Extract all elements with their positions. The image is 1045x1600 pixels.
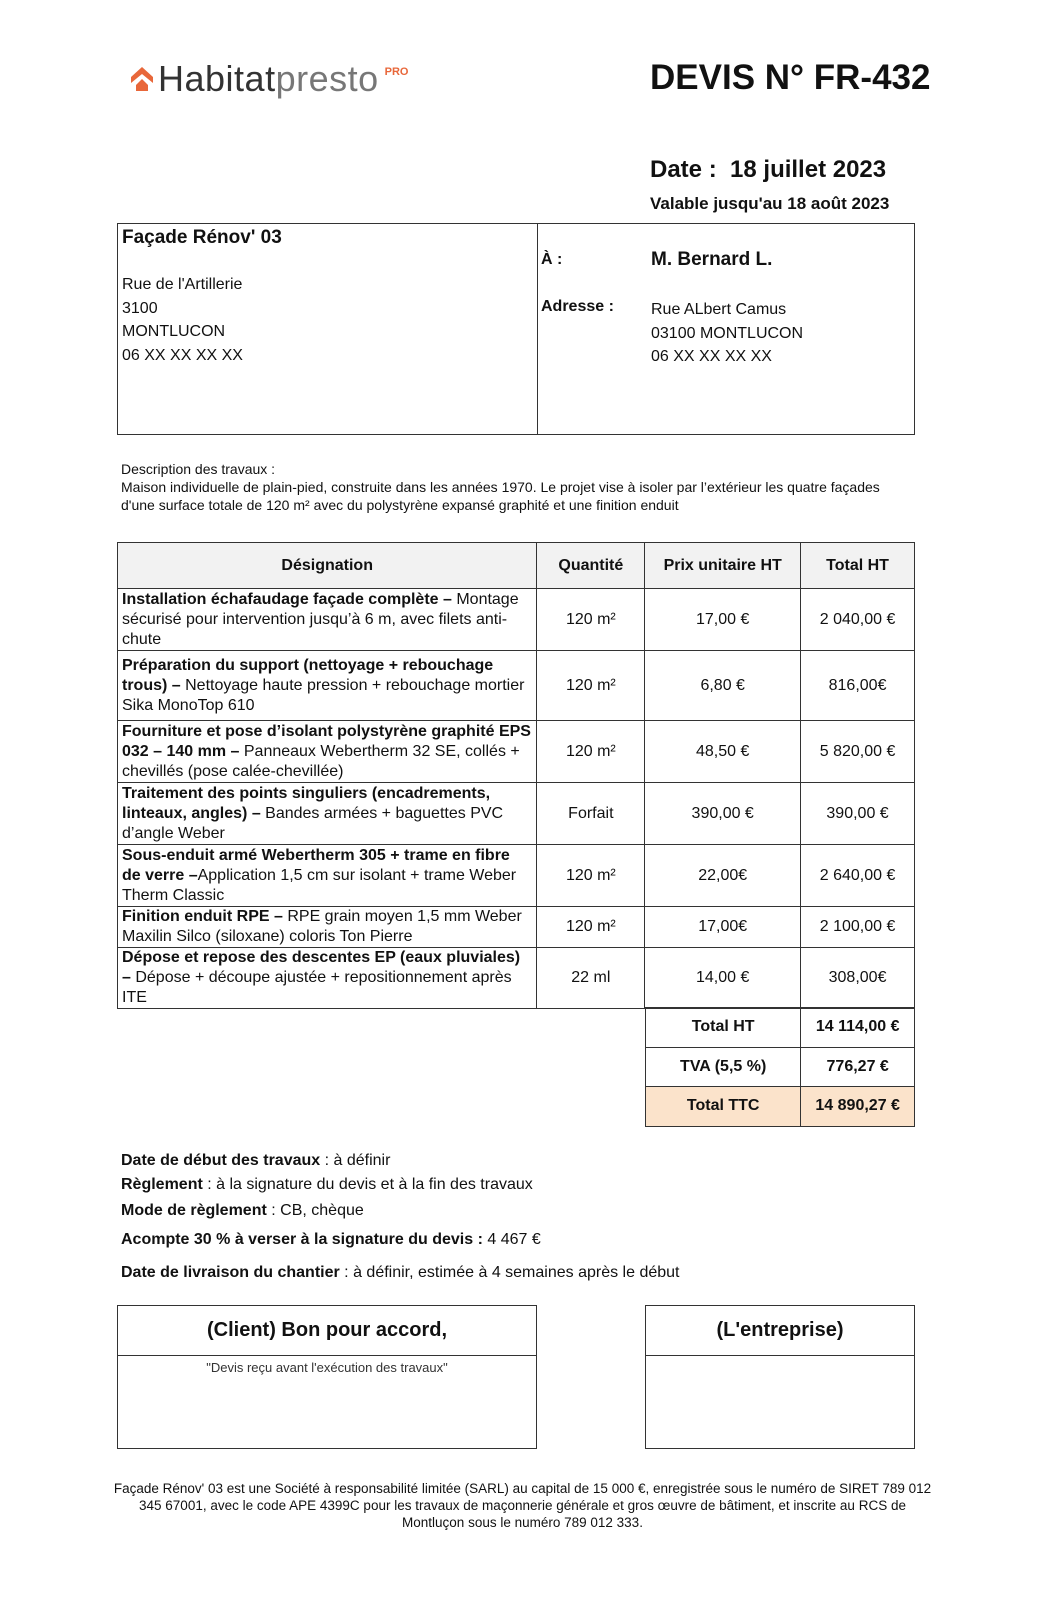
address-label: Adresse : bbox=[541, 298, 614, 315]
item-total: 2 100,00 € bbox=[800, 906, 915, 948]
term-payment: Règlement : à la signature du devis et à… bbox=[121, 1176, 533, 1193]
company-line: MONTLUCON bbox=[122, 323, 226, 340]
logo-text-presto: presto bbox=[275, 58, 379, 99]
item-unit-price: 6,80 € bbox=[644, 650, 802, 721]
item-unit-price: 390,00 € bbox=[644, 782, 802, 845]
header-total: Total HT bbox=[800, 542, 915, 589]
term-start-date: Date de début des travaux : à définir bbox=[121, 1152, 391, 1169]
company-line: Rue de l'Artillerie bbox=[122, 276, 243, 293]
table-row: Traitement des points singuliers (encadr… bbox=[116, 782, 915, 845]
client-signature-title: (Client) Bon pour accord, bbox=[118, 1306, 536, 1356]
item-quantity: Forfait bbox=[536, 782, 646, 845]
client-address: Rue ALbert Camus 03100 MONTLUCON 06 XX X… bbox=[651, 298, 803, 369]
company-name: Façade Rénov' 03 bbox=[122, 227, 282, 248]
logo-pro: PRO bbox=[384, 66, 409, 78]
item-total: 5 820,00 € bbox=[800, 720, 915, 783]
item-total: 308,00€ bbox=[800, 947, 915, 1009]
total-ht-label: Total HT bbox=[644, 1007, 802, 1048]
total-ht-value: 14 114,00 € bbox=[800, 1007, 915, 1048]
quote-date: Date : 18 juillet 2023 bbox=[650, 156, 886, 184]
validity: Valable jusqu'au 18 août 2023 bbox=[650, 194, 890, 213]
item-designation: Dépose et repose des descentes EP (eaux … bbox=[116, 947, 538, 1009]
legal-footer: Façade Rénov' 03 est une Société à respo… bbox=[113, 1481, 932, 1530]
total-ttc-label: Total TTC bbox=[644, 1086, 802, 1127]
client-signature-box[interactable]: (Client) Bon pour accord, "Devis reçu av… bbox=[117, 1305, 537, 1449]
table-row: Installation échafaudage façade complète… bbox=[116, 588, 915, 651]
table-row: Sous-enduit armé Webertherm 305 + trame … bbox=[116, 844, 915, 907]
client-line: 06 XX XX XX XX bbox=[651, 348, 772, 365]
item-unit-price: 22,00€ bbox=[644, 844, 802, 907]
habitatpresto-logo: Habitat presto PRO bbox=[130, 58, 408, 100]
client-line: 03100 MONTLUCON bbox=[651, 324, 804, 342]
item-total: 390,00 € bbox=[800, 782, 915, 845]
client-line: Rue ALbert Camus bbox=[651, 301, 787, 318]
logo-text-habitat: Habitat bbox=[158, 58, 276, 99]
item-quantity: 120 m² bbox=[536, 906, 646, 948]
description-label: Description des travaux : bbox=[121, 461, 276, 477]
tva-label: TVA (5,5 %) bbox=[644, 1046, 802, 1087]
client-block: À : M. Bernard L. Adresse : Rue ALbert C… bbox=[538, 224, 914, 434]
item-total: 2 640,00 € bbox=[800, 844, 915, 907]
item-designation: Préparation du support (nettoyage + rebo… bbox=[116, 650, 538, 721]
table-row: Fourniture et pose d’isolant polystyrène… bbox=[116, 720, 915, 783]
items-table: Désignation Quantité Prix unitaire HT To… bbox=[116, 542, 915, 1009]
header-designation: Désignation bbox=[116, 542, 538, 589]
item-quantity: 120 m² bbox=[536, 588, 646, 651]
item-total: 816,00€ bbox=[800, 650, 915, 721]
item-designation: Sous-enduit armé Webertherm 305 + trame … bbox=[116, 844, 538, 907]
table-row: Préparation du support (nettoyage + rebo… bbox=[116, 650, 915, 721]
company-block: Façade Rénov' 03 Rue de l'Artillerie 310… bbox=[118, 224, 538, 434]
term-deposit: Acompte 30 % à verser à la signature du … bbox=[121, 1231, 541, 1248]
item-unit-price: 48,50 € bbox=[644, 720, 802, 783]
company-line: 06 XX XX XX XX bbox=[122, 346, 243, 364]
item-designation: Traitement des points singuliers (encadr… bbox=[116, 782, 538, 845]
parties-box: Façade Rénov' 03 Rue de l'Artillerie 310… bbox=[117, 223, 915, 435]
table-row: Dépose et repose des descentes EP (eaux … bbox=[116, 947, 915, 1009]
totals-table: Total HT 14 114,00 € TVA (5,5 %) 776,27 € … bbox=[644, 1007, 915, 1127]
company-signature-title: (L'entreprise) bbox=[646, 1306, 914, 1356]
item-quantity: 22 ml bbox=[536, 947, 646, 1009]
date-value: 18 juillet 2023 bbox=[730, 156, 887, 183]
item-designation: Fourniture et pose d’isolant polystyrène… bbox=[116, 720, 538, 783]
total-ttc-value: 14 890,27 € bbox=[800, 1086, 915, 1127]
header-unit-price: Prix unitaire HT bbox=[644, 542, 802, 589]
item-quantity: 120 m² bbox=[536, 844, 646, 907]
term-payment-mode: Mode de règlement : CB, chèque bbox=[121, 1202, 364, 1219]
header-quantity: Quantité bbox=[536, 542, 646, 589]
house-logo-icon bbox=[131, 67, 153, 91]
work-description: Description des travaux : Maison individ… bbox=[121, 460, 911, 514]
client-signature-note: "Devis reçu avant l'exécution des travau… bbox=[206, 1360, 448, 1375]
item-unit-price: 17,00€ bbox=[644, 906, 802, 948]
company-signature-box[interactable]: (L'entreprise) bbox=[645, 1305, 915, 1449]
item-quantity: 120 m² bbox=[536, 650, 646, 721]
item-designation: Installation échafaudage façade complète… bbox=[116, 588, 538, 651]
description-text: Maison individuelle de plain-pied, const… bbox=[121, 479, 880, 513]
item-unit-price: 14,00 € bbox=[644, 947, 802, 1009]
item-total: 2 040,00 € bbox=[800, 588, 915, 651]
item-designation: Finition enduit RPE – RPE grain moyen 1,… bbox=[116, 906, 538, 948]
date-label: Date : bbox=[650, 156, 717, 183]
term-delivery: Date de livraison du chantier : à défini… bbox=[121, 1264, 680, 1281]
quote-title: DEVIS N° FR-432 bbox=[650, 58, 931, 97]
table-row: Finition enduit RPE – RPE grain moyen 1,… bbox=[116, 906, 915, 948]
company-line: 3100 bbox=[122, 299, 158, 317]
item-quantity: 120 m² bbox=[536, 720, 646, 783]
client-name: M. Bernard L. bbox=[651, 249, 773, 270]
item-unit-price: 17,00 € bbox=[644, 588, 802, 651]
tva-value: 776,27 € bbox=[800, 1046, 915, 1087]
to-label: À : bbox=[541, 251, 563, 268]
